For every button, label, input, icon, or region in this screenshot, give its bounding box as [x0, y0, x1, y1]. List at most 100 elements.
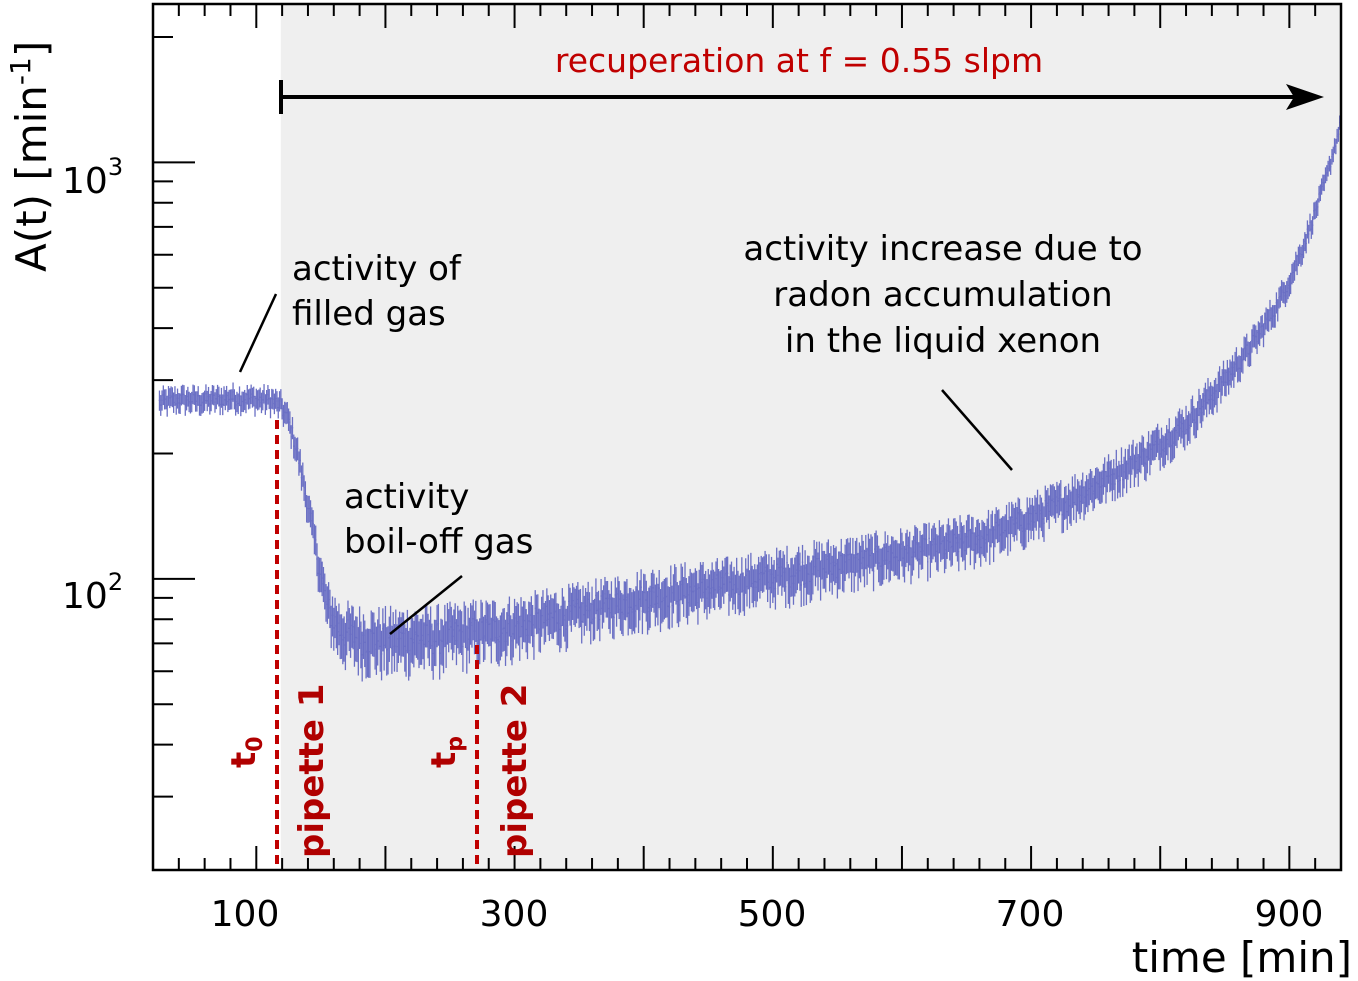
data-point	[442, 625, 445, 674]
data-point	[431, 623, 433, 671]
data-point	[916, 528, 919, 562]
data-point	[1248, 341, 1251, 367]
data-point	[1114, 468, 1116, 502]
data-point	[1296, 254, 1298, 276]
data-point	[214, 392, 216, 413]
data-point	[209, 393, 211, 415]
data-point	[240, 395, 242, 417]
data-point	[534, 590, 536, 629]
y-axis-ticks	[153, 35, 195, 871]
data-point	[481, 602, 483, 644]
data-point	[490, 617, 493, 664]
data-point	[1065, 485, 1067, 519]
data-point	[992, 526, 995, 563]
data-point	[1091, 471, 1093, 503]
data-point	[1257, 321, 1260, 345]
data-point	[1103, 457, 1106, 488]
data-point	[893, 540, 895, 577]
data-point	[980, 530, 982, 567]
data-point	[706, 579, 708, 620]
data-point	[769, 569, 771, 609]
data-point	[837, 551, 840, 590]
data-point	[1286, 281, 1288, 303]
data-point	[622, 594, 624, 637]
tp-label: tp	[424, 736, 468, 768]
data-point	[1302, 238, 1305, 259]
data-point	[1220, 376, 1222, 404]
data-point	[287, 408, 290, 431]
data-point	[1271, 305, 1274, 328]
data-point	[355, 616, 357, 662]
data-point	[684, 562, 686, 599]
boiloff-gas-label: activity	[344, 477, 469, 517]
data-point	[318, 557, 321, 593]
data-point	[845, 539, 848, 575]
data-point	[612, 597, 614, 639]
data-point	[1116, 465, 1119, 499]
data-point	[945, 532, 947, 569]
data-point	[245, 392, 247, 414]
data-point	[1118, 460, 1120, 493]
data-point	[960, 522, 963, 558]
data-point	[165, 389, 167, 410]
data-point	[315, 525, 317, 556]
data-point	[401, 612, 403, 657]
data-point	[1269, 299, 1271, 322]
data-point	[438, 630, 441, 680]
data-point	[1337, 126, 1340, 142]
data-point	[777, 557, 779, 595]
data-point	[903, 545, 906, 583]
data-point	[902, 541, 904, 577]
data-point	[782, 551, 784, 588]
data-point	[556, 603, 558, 646]
data-point	[1003, 516, 1005, 551]
data-point	[316, 543, 318, 577]
data-point	[392, 612, 394, 657]
x-tick-label: 900	[1255, 894, 1324, 935]
data-point	[170, 386, 172, 407]
data-point	[380, 630, 383, 681]
data-point	[231, 389, 233, 410]
data-point	[856, 537, 858, 573]
data-point	[1293, 260, 1296, 281]
data-point	[1160, 427, 1163, 458]
data-point	[1193, 405, 1195, 436]
data-point	[583, 595, 585, 636]
data-point	[524, 601, 526, 643]
data-point	[763, 556, 765, 592]
data-point	[1096, 467, 1098, 499]
data-point	[551, 598, 553, 639]
data-point	[765, 554, 768, 590]
data-point	[573, 587, 575, 626]
data-point	[504, 619, 507, 666]
data-point	[987, 509, 990, 543]
data-point	[803, 564, 805, 606]
data-point	[1094, 467, 1097, 500]
data-point	[161, 390, 163, 411]
data-point	[539, 609, 542, 653]
data-point	[1231, 355, 1234, 381]
data-point	[276, 391, 278, 412]
data-point	[267, 385, 269, 405]
data-point	[970, 516, 973, 551]
data-point	[1195, 407, 1198, 438]
data-point	[964, 532, 966, 571]
data-point	[298, 451, 300, 476]
data-point	[424, 605, 427, 648]
data-point	[1124, 448, 1127, 480]
boiloff-gas-pointer	[389, 575, 463, 635]
data-point	[1045, 490, 1048, 523]
data-point	[788, 567, 791, 609]
data-point	[1240, 347, 1243, 373]
data-point	[1202, 393, 1204, 422]
data-point	[1141, 435, 1143, 465]
data-point	[1153, 430, 1155, 461]
data-point	[756, 564, 759, 602]
data-point	[575, 585, 578, 624]
data-point	[779, 549, 782, 586]
data-point	[1289, 272, 1292, 295]
data-point	[806, 555, 809, 595]
data-point	[681, 566, 684, 605]
data-point	[499, 615, 502, 661]
data-point	[849, 537, 852, 573]
